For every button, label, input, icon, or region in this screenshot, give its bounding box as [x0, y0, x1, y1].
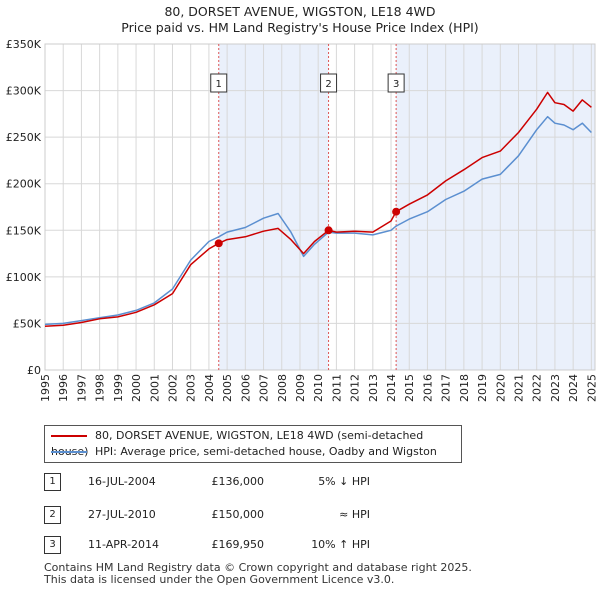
- y-tick-label: £350K: [6, 38, 42, 51]
- x-tick-label: 2018: [458, 374, 471, 402]
- sale-point: [324, 226, 333, 235]
- sale-marker-number: 1: [216, 79, 222, 90]
- transaction-price: £136,000: [211, 475, 265, 488]
- sale-marker-box: [320, 73, 338, 93]
- plot-frame: [44, 43, 596, 371]
- series-line-property: [44, 91, 592, 327]
- x-tick-label: 2002: [166, 374, 179, 402]
- legend-item-property: 80, DORSET AVENUE, WIGSTON, LE18 4WD (se…: [51, 428, 461, 458]
- transaction-number: 2: [44, 506, 61, 524]
- x-tick-label: 2025: [585, 374, 598, 402]
- x-tick-label: 2013: [367, 374, 380, 402]
- y-tick-label: £100K: [6, 271, 42, 284]
- sale-marker-box: [387, 73, 405, 93]
- y-tick-label: £300K: [6, 85, 42, 98]
- x-tick-label: 2012: [349, 374, 362, 402]
- x-tick-label: 2015: [403, 374, 416, 402]
- transaction-number: 3: [44, 536, 61, 554]
- x-tick-label: 2022: [531, 374, 544, 402]
- x-tick-label: 1998: [94, 374, 107, 402]
- x-tick-label: 2008: [276, 374, 289, 402]
- x-tick-label: 2020: [494, 374, 507, 402]
- x-tick-label: 2021: [513, 374, 526, 402]
- sale-marker-number: 3: [393, 79, 399, 90]
- x-tick-label: 2011: [330, 374, 343, 402]
- x-tick-label: 1996: [57, 374, 70, 402]
- x-tick-label: 1999: [112, 374, 125, 402]
- transaction-date: 16-JUL-2004: [88, 475, 156, 488]
- transaction-hpi-relation: ≈ HPI: [339, 508, 370, 521]
- transaction-date: 27-JUL-2010: [88, 508, 156, 521]
- x-tick-label: 2001: [148, 374, 161, 402]
- transaction-date: 11-APR-2014: [88, 538, 160, 551]
- x-tick-label: 2023: [549, 374, 562, 402]
- x-tick-label: 2004: [203, 374, 216, 402]
- legend-label-hpi: HPI: Average price, semi-detached house,…: [95, 445, 437, 458]
- footer-copyright: Contains HM Land Registry data © Crown c…: [44, 561, 472, 574]
- sale-marker-box: [210, 73, 228, 93]
- series-line-hpi: [44, 115, 592, 326]
- x-tick-label: 2010: [312, 374, 325, 402]
- shaded-span: [218, 44, 329, 370]
- x-tick-label: 2016: [421, 374, 434, 402]
- sale-point: [392, 207, 401, 216]
- y-tick-label: £200K: [6, 178, 42, 191]
- y-tick-label: £50K: [13, 317, 42, 330]
- transaction-hpi-relation: 5% ↓ HPI: [318, 475, 370, 488]
- y-tick-label: £0: [27, 364, 41, 377]
- transaction-hpi-relation: 10% ↑ HPI: [311, 538, 370, 551]
- shaded-span: [396, 44, 595, 370]
- x-tick-label: 2005: [221, 374, 234, 402]
- x-tick-label: 1997: [75, 374, 88, 402]
- x-tick-label: 2017: [440, 374, 453, 402]
- sale-marker-number: 2: [325, 79, 331, 90]
- y-tick-label: £250K: [6, 131, 42, 144]
- footer-licence: This data is licensed under the Open Gov…: [44, 573, 395, 586]
- chart-legend: 80, DORSET AVENUE, WIGSTON, LE18 4WD (se…: [44, 425, 462, 463]
- x-tick-label: 2003: [185, 374, 198, 402]
- y-tick-label: £150K: [6, 224, 42, 237]
- sale-point: [214, 239, 223, 248]
- x-tick-label: 2000: [130, 374, 143, 402]
- legend-swatch-hpi: [51, 451, 87, 453]
- x-tick-label: 2019: [476, 374, 489, 402]
- chart-title: 80, DORSET AVENUE, WIGSTON, LE18 4WD: [164, 4, 436, 19]
- transaction-number: 1: [44, 473, 61, 491]
- x-tick-label: 1995: [39, 374, 52, 402]
- chart-subtitle: Price paid vs. HM Land Registry's House …: [121, 20, 479, 35]
- x-tick-label: 2006: [239, 374, 252, 402]
- legend-swatch-property: [51, 435, 87, 437]
- transaction-price: £169,950: [211, 538, 265, 551]
- price-chart: 1 2 3 £0 £50K £100K £150K £200K £250K £300K £350K…: [6, 38, 599, 402]
- legend-item-hpi: HPI: Average price, semi-detached house,…: [51, 444, 437, 460]
- x-tick-label: 2014: [385, 374, 398, 402]
- x-tick-label: 2007: [258, 374, 271, 402]
- x-tick-label: 2024: [567, 374, 580, 402]
- transaction-price: £150,000: [211, 508, 265, 521]
- x-tick-label: 2009: [294, 374, 307, 402]
